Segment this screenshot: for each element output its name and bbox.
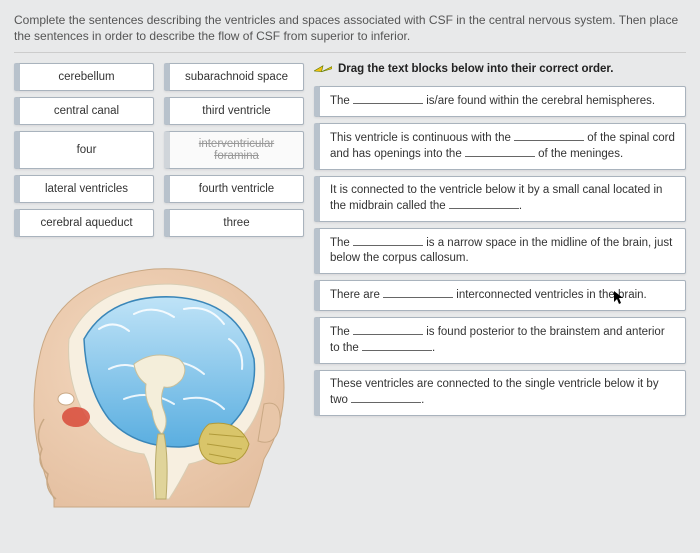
content-area: cerebellum subarachnoid space central ca…: [14, 63, 686, 509]
term-block[interactable]: central canal: [14, 97, 154, 125]
blank-slot[interactable]: [362, 340, 432, 351]
sentence-text: .: [432, 342, 435, 354]
term-block[interactable]: third ventricle: [164, 97, 304, 125]
sentence-dropzone[interactable]: There are interconnected ventricles in t…: [314, 280, 686, 311]
blank-slot[interactable]: [353, 93, 423, 104]
blank-slot[interactable]: [351, 392, 421, 403]
arrow-left-icon: [314, 64, 332, 78]
sentence-text: This ventricle is continuous with the: [330, 132, 514, 144]
cursor-icon: [613, 290, 625, 306]
term-block[interactable]: fourth ventricle: [164, 175, 304, 203]
term-block-used[interactable]: interventricular foramina: [164, 131, 304, 169]
term-grid: cerebellum subarachnoid space central ca…: [14, 63, 304, 237]
brain-illustration: [14, 249, 304, 509]
term-block[interactable]: lateral ventricles: [14, 175, 154, 203]
right-column: Drag the text blocks below into their co…: [314, 63, 686, 509]
blank-slot[interactable]: [383, 287, 453, 298]
left-column: cerebellum subarachnoid space central ca…: [14, 63, 304, 509]
blank-slot[interactable]: [465, 146, 535, 157]
term-block[interactable]: four: [14, 131, 154, 169]
term-block[interactable]: subarachnoid space: [164, 63, 304, 91]
hint-text: Drag the text blocks below into their co…: [338, 63, 613, 77]
sentence-dropzone[interactable]: The is a narrow space in the midline of …: [314, 228, 686, 274]
sentence-text: The: [330, 326, 353, 338]
sentence-text: There are: [330, 289, 383, 301]
term-block[interactable]: three: [164, 209, 304, 237]
term-block[interactable]: cerebellum: [14, 63, 154, 91]
sentence-text: The: [330, 237, 353, 249]
sentence-text: .: [519, 200, 522, 212]
sentence-list: The is/are found within the cerebral hem…: [314, 86, 686, 415]
sentence-text: is/are found within the cerebral hemisph…: [423, 95, 655, 107]
sentence-dropzone[interactable]: These ventricles are connected to the si…: [314, 370, 686, 416]
sentence-text: The: [330, 95, 353, 107]
sentence-text: .: [421, 394, 424, 406]
blank-slot[interactable]: [449, 198, 519, 209]
sentence-dropzone[interactable]: The is/are found within the cerebral hem…: [314, 86, 686, 117]
sentence-dropzone[interactable]: This ventricle is continuous with the of…: [314, 123, 686, 170]
blank-slot[interactable]: [353, 324, 423, 335]
drag-hint: Drag the text blocks below into their co…: [314, 63, 686, 78]
instructions-text: Complete the sentences describing the ve…: [14, 12, 686, 53]
sentence-dropzone[interactable]: It is connected to the ventricle below i…: [314, 176, 686, 222]
blank-slot[interactable]: [514, 130, 584, 141]
blank-slot[interactable]: [353, 235, 423, 246]
sentence-text: of the meninges.: [535, 148, 623, 160]
term-block[interactable]: cerebral aqueduct: [14, 209, 154, 237]
sentence-dropzone[interactable]: The is found posterior to the brainstem …: [314, 317, 686, 364]
